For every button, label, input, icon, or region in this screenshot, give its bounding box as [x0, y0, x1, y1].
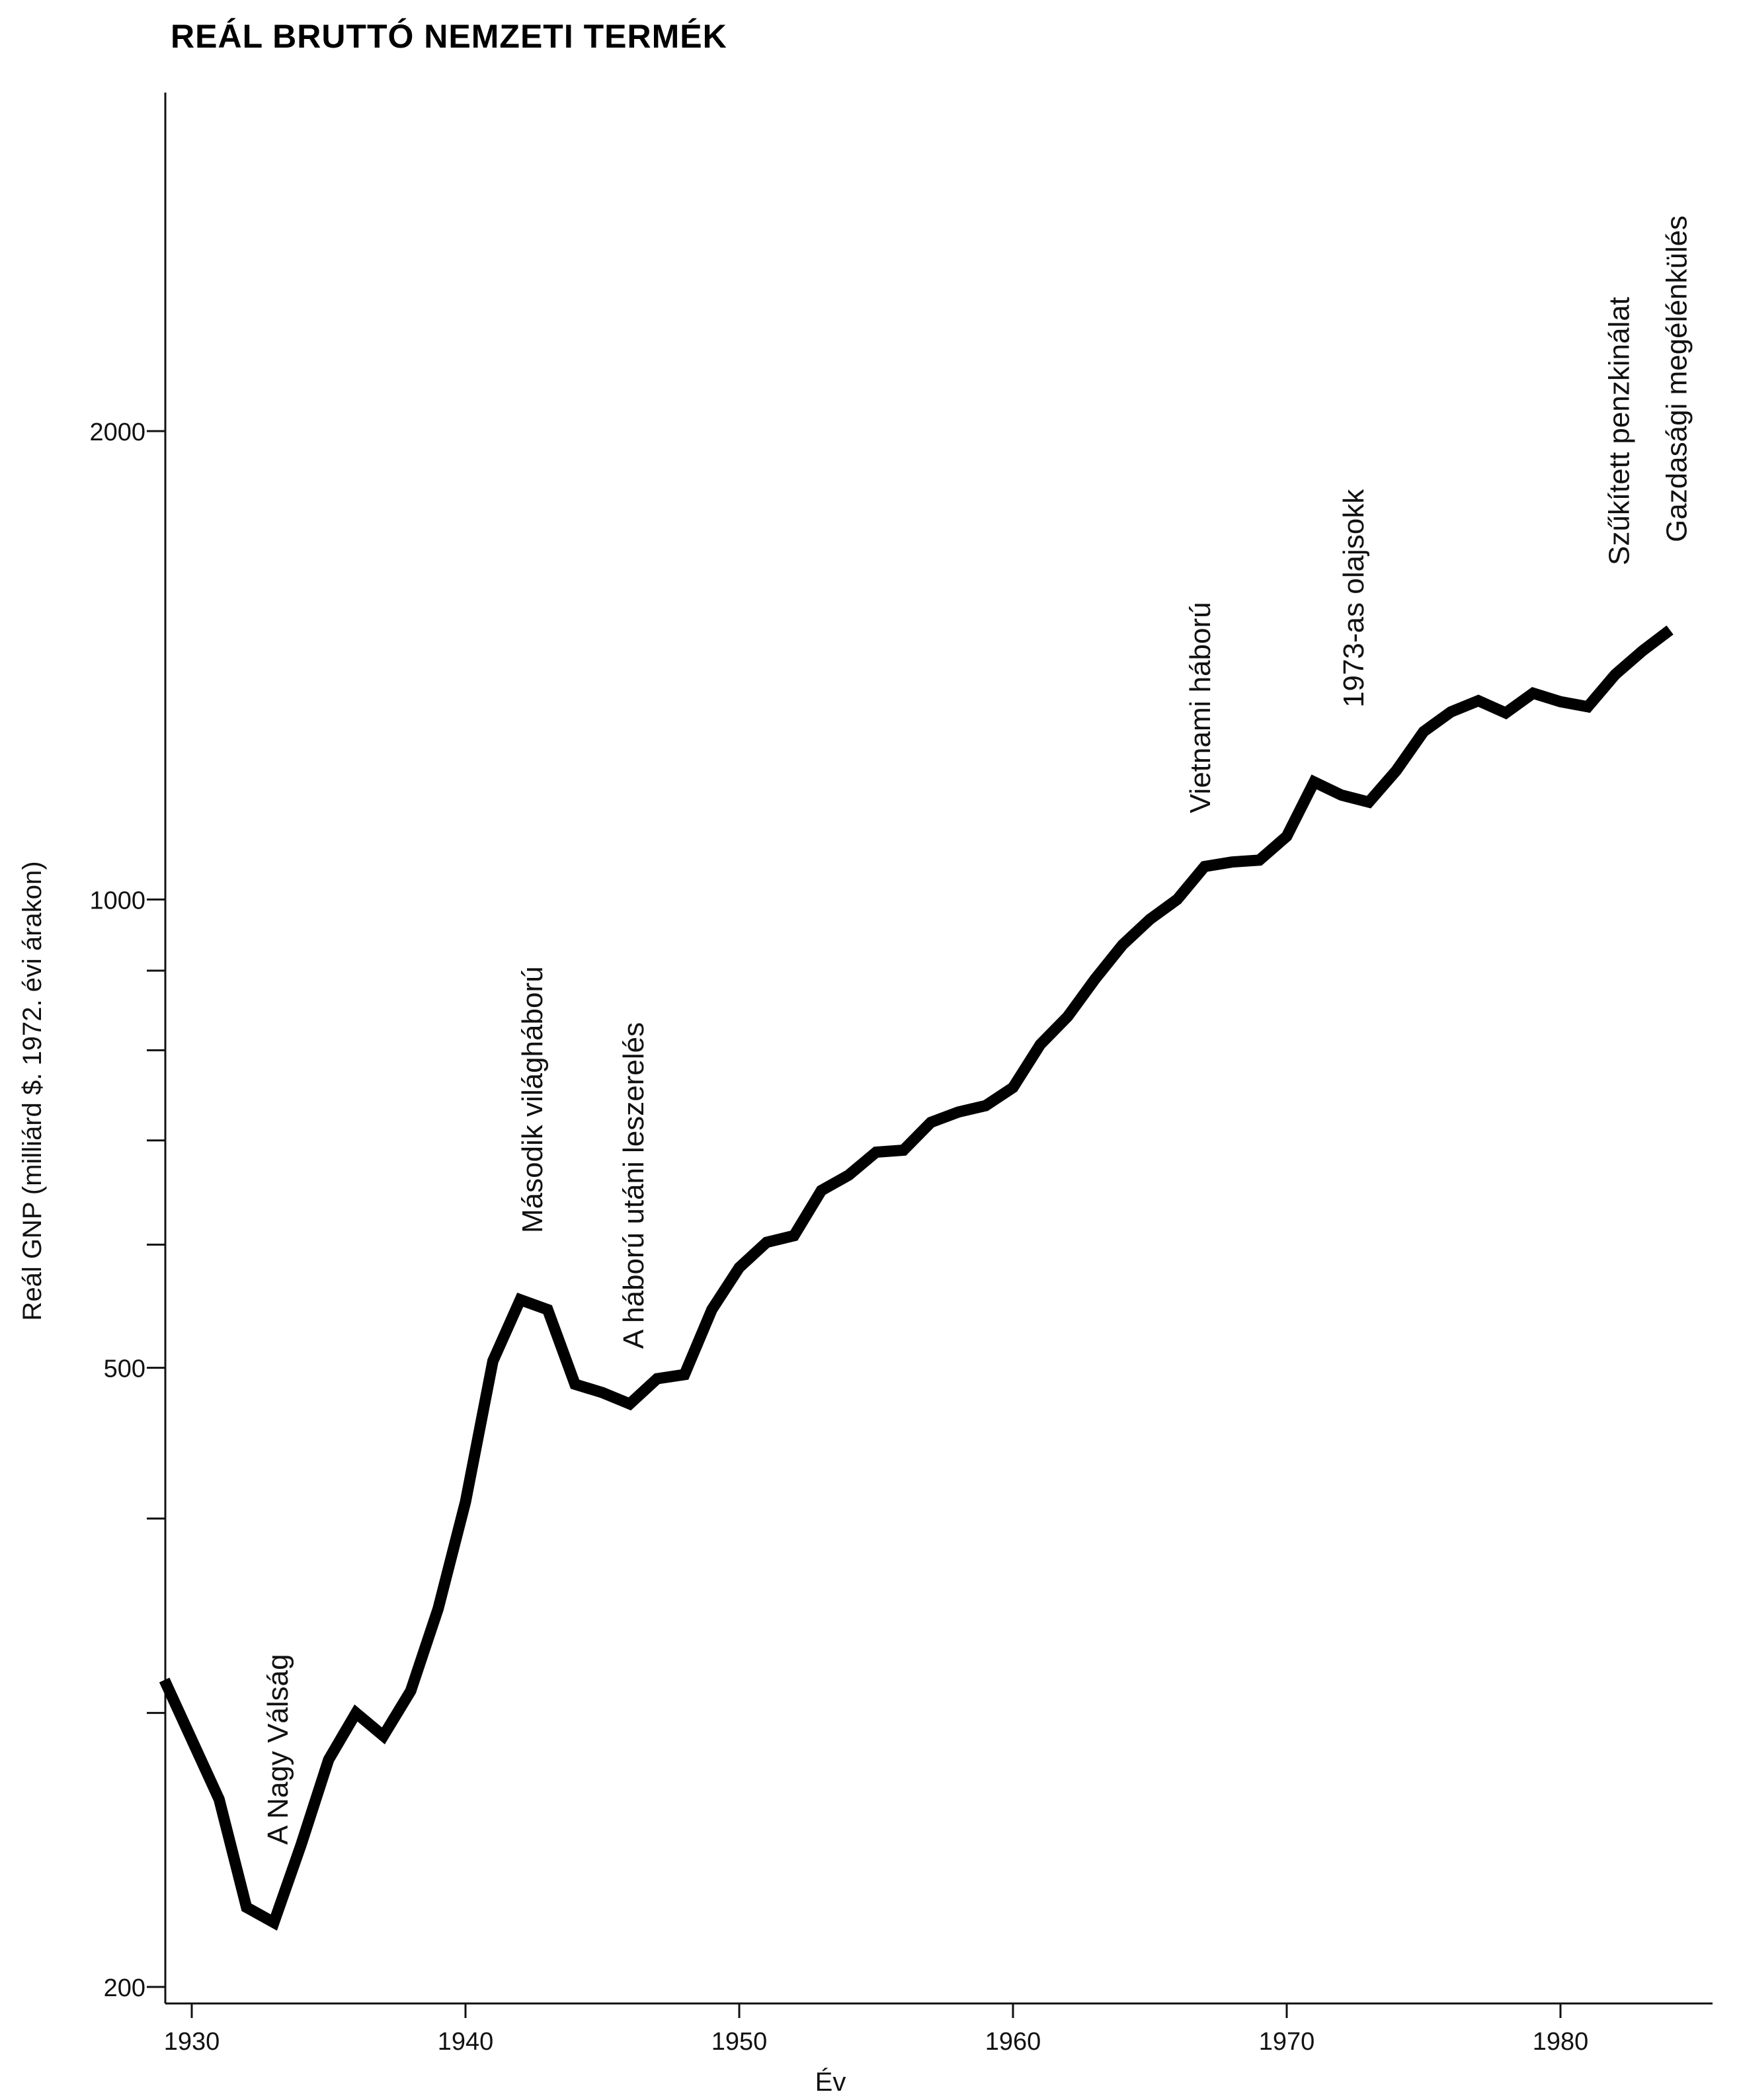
annotation-layer: A Nagy Válság Második világháború A háború…	[262, 216, 1693, 1845]
x-tick-label: 1960	[985, 2028, 1041, 2056]
gnp-series-line	[159, 626, 1674, 1931]
x-tick-label: 1970	[1259, 2028, 1315, 2056]
annotation-label: Vietnami háború	[1184, 602, 1217, 813]
annotation-label: Második világháború	[516, 966, 549, 1233]
annotation-label: 1973-as olajsokk	[1338, 489, 1370, 707]
chart-title: REÁL BRUTTÓ NEMZETI TERMÉK	[171, 18, 727, 55]
y-tick-label: 200	[104, 1974, 145, 2002]
annotation-label: Gazdasági megélénkülés	[1660, 216, 1693, 542]
x-tick-label: 1950	[711, 2028, 768, 2056]
axis-ticks	[147, 430, 1562, 2018]
x-tick-label: 1940	[438, 2028, 494, 2056]
axis-tick-labels: 1930 1940 1950 1960 1970 1980 200 500 1000 2000	[89, 419, 1588, 2056]
y-tick-label: 2000	[89, 419, 145, 446]
series-layer	[159, 626, 1674, 1931]
annotation-label: A Nagy Válság	[262, 1654, 294, 1845]
y-tick-label: 1000	[89, 887, 145, 914]
annotation-label: Szűkített penzkinálat	[1603, 297, 1636, 565]
y-tick-label: 500	[104, 1355, 145, 1383]
x-axis-label: Év	[815, 2067, 846, 2097]
x-tick-label: 1980	[1533, 2028, 1589, 2056]
annotation-label: A háború utáni leszerelés	[618, 1022, 650, 1349]
y-axis-label: Reál GNP (milliárd $. 1972. évi árakon)	[18, 861, 47, 1320]
x-tick-label: 1930	[164, 2028, 220, 2056]
